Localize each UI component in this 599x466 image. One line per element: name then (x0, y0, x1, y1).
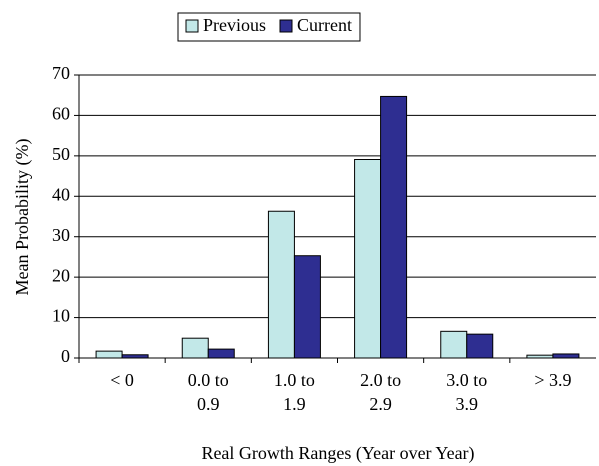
bar (95, 350, 123, 359)
bar (380, 95, 408, 359)
y-tick-label: 10 (52, 306, 70, 326)
bar (267, 210, 295, 359)
legend-label: Previous (203, 15, 266, 35)
bar (181, 337, 209, 359)
x-tick-label: 3.0 to 3.9 (446, 370, 487, 414)
y-tick-label: 50 (52, 144, 70, 164)
legend-box (177, 12, 361, 42)
y-tick-label: 70 (52, 63, 70, 83)
legend-swatch (185, 19, 199, 33)
x-tick-label: 0.0 to 0.9 (188, 370, 229, 414)
y-tick-label: 0 (61, 346, 70, 366)
bar (293, 255, 321, 359)
x-tick-label: > 3.9 (534, 370, 571, 390)
legend-swatch (279, 19, 293, 33)
y-axis-title: Mean Probability (%) (12, 139, 33, 296)
bar (552, 353, 580, 359)
bar (354, 158, 382, 359)
y-tick-label: 20 (52, 265, 70, 285)
x-tick-label: 2.0 to 2.9 (360, 370, 401, 414)
legend-label: Current (297, 15, 352, 35)
x-axis-title: Real Growth Ranges (Year over Year) (201, 443, 474, 464)
bar (440, 330, 468, 359)
bar (207, 348, 235, 359)
y-tick-label: 60 (52, 104, 70, 124)
x-tick-label: 1.0 to 1.9 (274, 370, 315, 414)
bar (466, 333, 494, 359)
x-tick-label: < 0 (110, 370, 134, 390)
y-tick-label: 30 (52, 225, 70, 245)
y-tick-label: 40 (52, 184, 70, 204)
